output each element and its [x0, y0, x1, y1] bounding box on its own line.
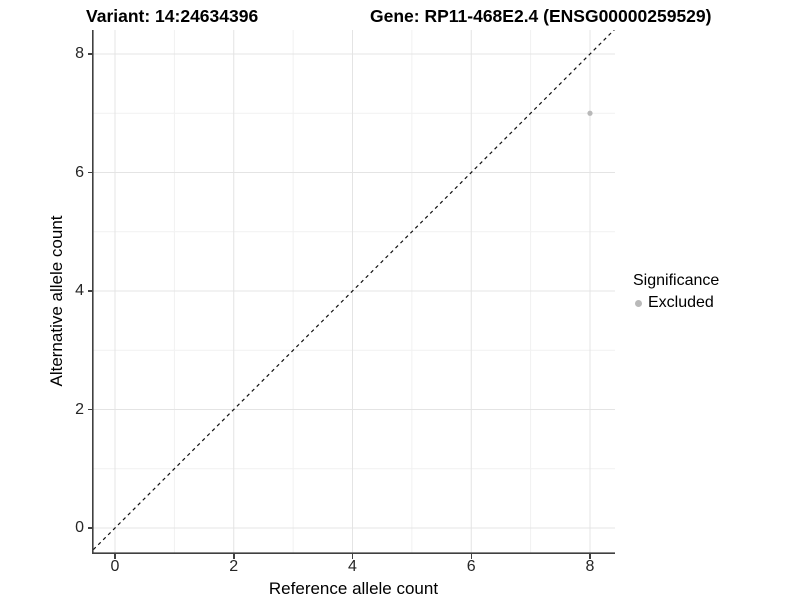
plot-panel — [92, 30, 615, 554]
y-tick-label: 8 — [75, 45, 84, 62]
y-tick-label: 2 — [75, 400, 84, 418]
legend-title: Significance — [633, 272, 720, 289]
x-axis-title: Reference allele count — [268, 579, 439, 598]
excluded-point-icon — [635, 299, 642, 307]
plot-canvas — [92, 30, 615, 554]
x-tick-mark — [114, 554, 116, 559]
x-tick-label: 6 — [466, 558, 476, 575]
y-axis-title: Alternative allele count — [47, 215, 66, 387]
y-tick-label: 4 — [75, 282, 84, 299]
x-tick-mark — [351, 554, 354, 559]
gene-title: Gene: RP11-468E2.4 (ENSG00000259529) — [370, 6, 712, 26]
y-tick-mark — [87, 53, 92, 55]
x-tick-label: 2 — [229, 558, 239, 575]
y-tick-mark — [87, 527, 92, 529]
y-tick-mark — [87, 171, 92, 174]
y-tick-mark — [87, 408, 92, 411]
x-tick-label: 8 — [585, 558, 595, 575]
identity-line — [92, 30, 615, 552]
y-tick-label: 6 — [75, 163, 84, 181]
y-tick-mark — [87, 290, 92, 292]
x-tick-label: 0 — [110, 558, 120, 575]
x-tick-label: 4 — [348, 558, 357, 575]
legend-entry-excluded: Excluded — [633, 294, 719, 312]
legend: Significance Excluded — [633, 272, 719, 312]
data-point — [587, 110, 593, 116]
x-tick-mark — [470, 554, 472, 559]
x-tick-mark — [233, 554, 235, 559]
y-tick-label: 0 — [75, 519, 84, 536]
variant-title: Variant: 14:24634396 — [86, 6, 259, 26]
legend-entry-label: Excluded — [648, 294, 714, 311]
x-tick-mark — [589, 554, 591, 559]
